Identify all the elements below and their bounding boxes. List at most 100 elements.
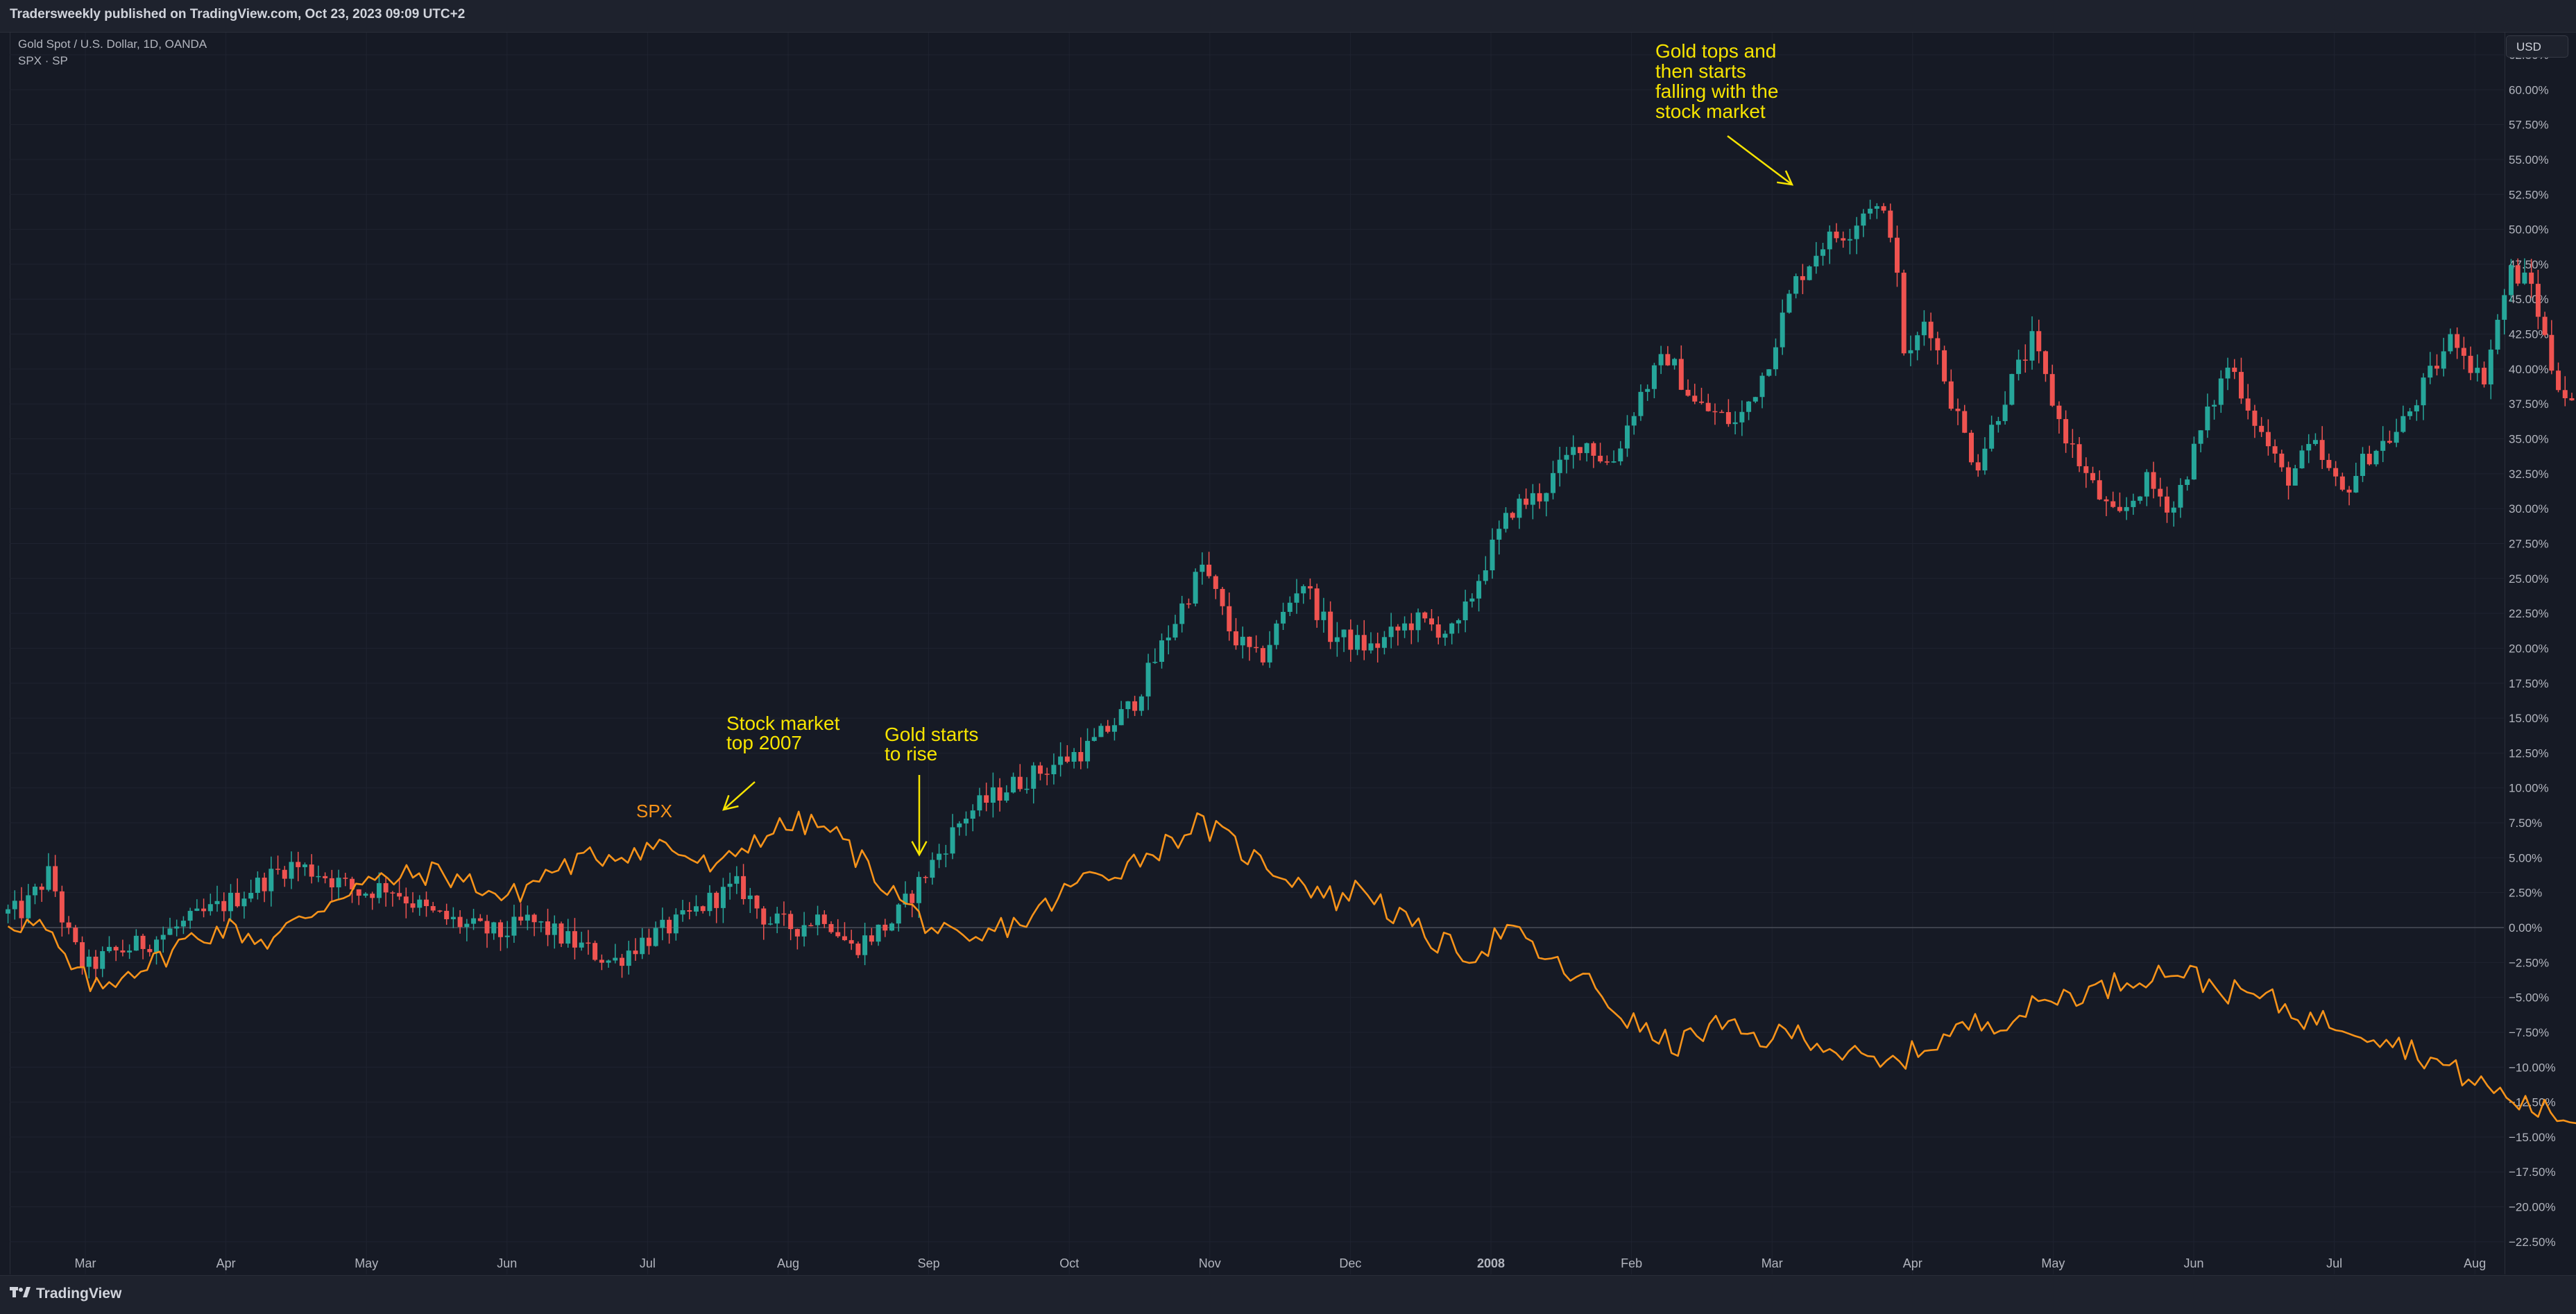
gold-candle [828,923,834,932]
gold-candle [1719,411,1725,413]
gold-candle [323,876,328,878]
gold-candle [1517,498,1522,518]
gold-candle [2151,472,2156,489]
gold-candle [1982,448,1988,471]
gold-candle [1375,643,1381,648]
gold-candle [484,921,490,934]
gold-candle [545,921,551,935]
gold-candle [2468,355,2473,373]
gold-candle [808,925,814,927]
stock-market-top-annotation: Stock market top 2007 [726,713,840,753]
gold-candle [950,827,955,854]
gold-candle [1064,756,1070,762]
y-tick-label: 12.50% [2509,746,2549,760]
x-tick-label: Apr [1903,1256,1922,1270]
gold-candle [477,918,483,921]
gold-candle [2421,377,2426,406]
chart-legend: Gold Spot / U.S. Dollar, 1D, OANDA SPX ·… [18,36,207,69]
gold-candle [565,931,571,944]
gold-candle [653,928,658,946]
gold-candle [889,923,895,931]
gold-candle [106,946,112,952]
gold-candle [2387,441,2392,443]
gold-candle [2110,501,2116,507]
gold-candle [2461,348,2466,356]
gold-starts-to-rise-arrow [911,775,928,857]
gold-tops-arrow [1727,135,1794,186]
gold-candle [2488,349,2493,385]
compare-symbol-title[interactable]: SPX · SP [18,54,68,67]
gold-candle [329,878,334,888]
gold-candle [1408,623,1414,631]
gold-candle [2042,351,2048,375]
gold-candle [1490,539,1495,571]
gold-candle [842,936,847,941]
gold-candle [1759,375,1765,398]
gold-candle [1895,237,1900,273]
gold-candle [147,948,153,953]
gold-candle [680,910,685,915]
gold-candle [1307,586,1313,589]
gold-candle [855,944,861,955]
x-tick-label: Jul [640,1256,656,1270]
tradingview-logo[interactable]: TradingView [10,1286,121,1302]
gold-candle [2218,378,2224,405]
gold-candle [497,922,503,937]
gold-candle [2495,319,2500,350]
gold-candle [2333,468,2339,477]
gold-candle [491,922,497,934]
gold-candle [1834,231,1839,239]
gold-candle [383,882,389,893]
symbol-title[interactable]: Gold Spot / U.S. Dollar, 1D, OANDA [18,37,207,51]
gold-candle [504,935,510,937]
gold-candle [970,810,975,819]
gold-candle [1435,624,1441,638]
gold-candle [646,937,651,946]
gold-candle [1024,788,1030,790]
gold-candle [1105,726,1111,732]
gold-candle [1220,588,1225,606]
y-tick-label: 40.00% [2509,363,2549,376]
gold-candle [1584,443,1589,454]
gold-candle [2083,466,2089,473]
y-tick-label: 5.00% [2509,851,2542,864]
gold-candle [1503,513,1508,529]
gold-candle [2279,453,2285,468]
gold-candle [1361,635,1367,651]
gold-candle [1975,462,1981,471]
gold-candle [2360,454,2366,477]
gold-candle [1780,312,1785,348]
gold-candle [424,899,429,907]
gold-candle [2400,416,2406,432]
gold-candle [1827,231,1832,250]
y-tick-label: 47.50% [2509,258,2549,271]
gold-candle [336,878,341,888]
gold-candle [943,853,948,855]
gold-candle [1544,493,1549,502]
gold-candle [1125,701,1131,710]
gold-candle [180,921,186,927]
gold-candle [2245,398,2251,411]
y-tick-label: 32.50% [2509,468,2549,481]
gold-candle [302,864,307,867]
gold-candle [2029,331,2035,361]
gold-candle [2542,316,2548,335]
gold-candle [255,878,260,894]
gold-candle [1625,425,1630,449]
gold-candle [1921,321,1927,336]
gold-candle [2002,404,2008,421]
x-tick-label: Dec [1339,1256,1361,1270]
gold-candle [1874,206,1879,209]
gold-candle [2562,390,2568,398]
currency-button[interactable]: USD [2506,35,2568,58]
gold-candle [1247,636,1252,647]
y-tick-label: 22.50% [2509,607,2549,620]
gold-candle [1766,369,1772,376]
gold-candle [430,906,436,911]
y-tick-label: 17.50% [2509,677,2549,690]
gold-candle [410,903,416,908]
gold-candle [289,862,294,879]
gold-candle [1651,365,1657,389]
gold-candle [1091,737,1097,741]
